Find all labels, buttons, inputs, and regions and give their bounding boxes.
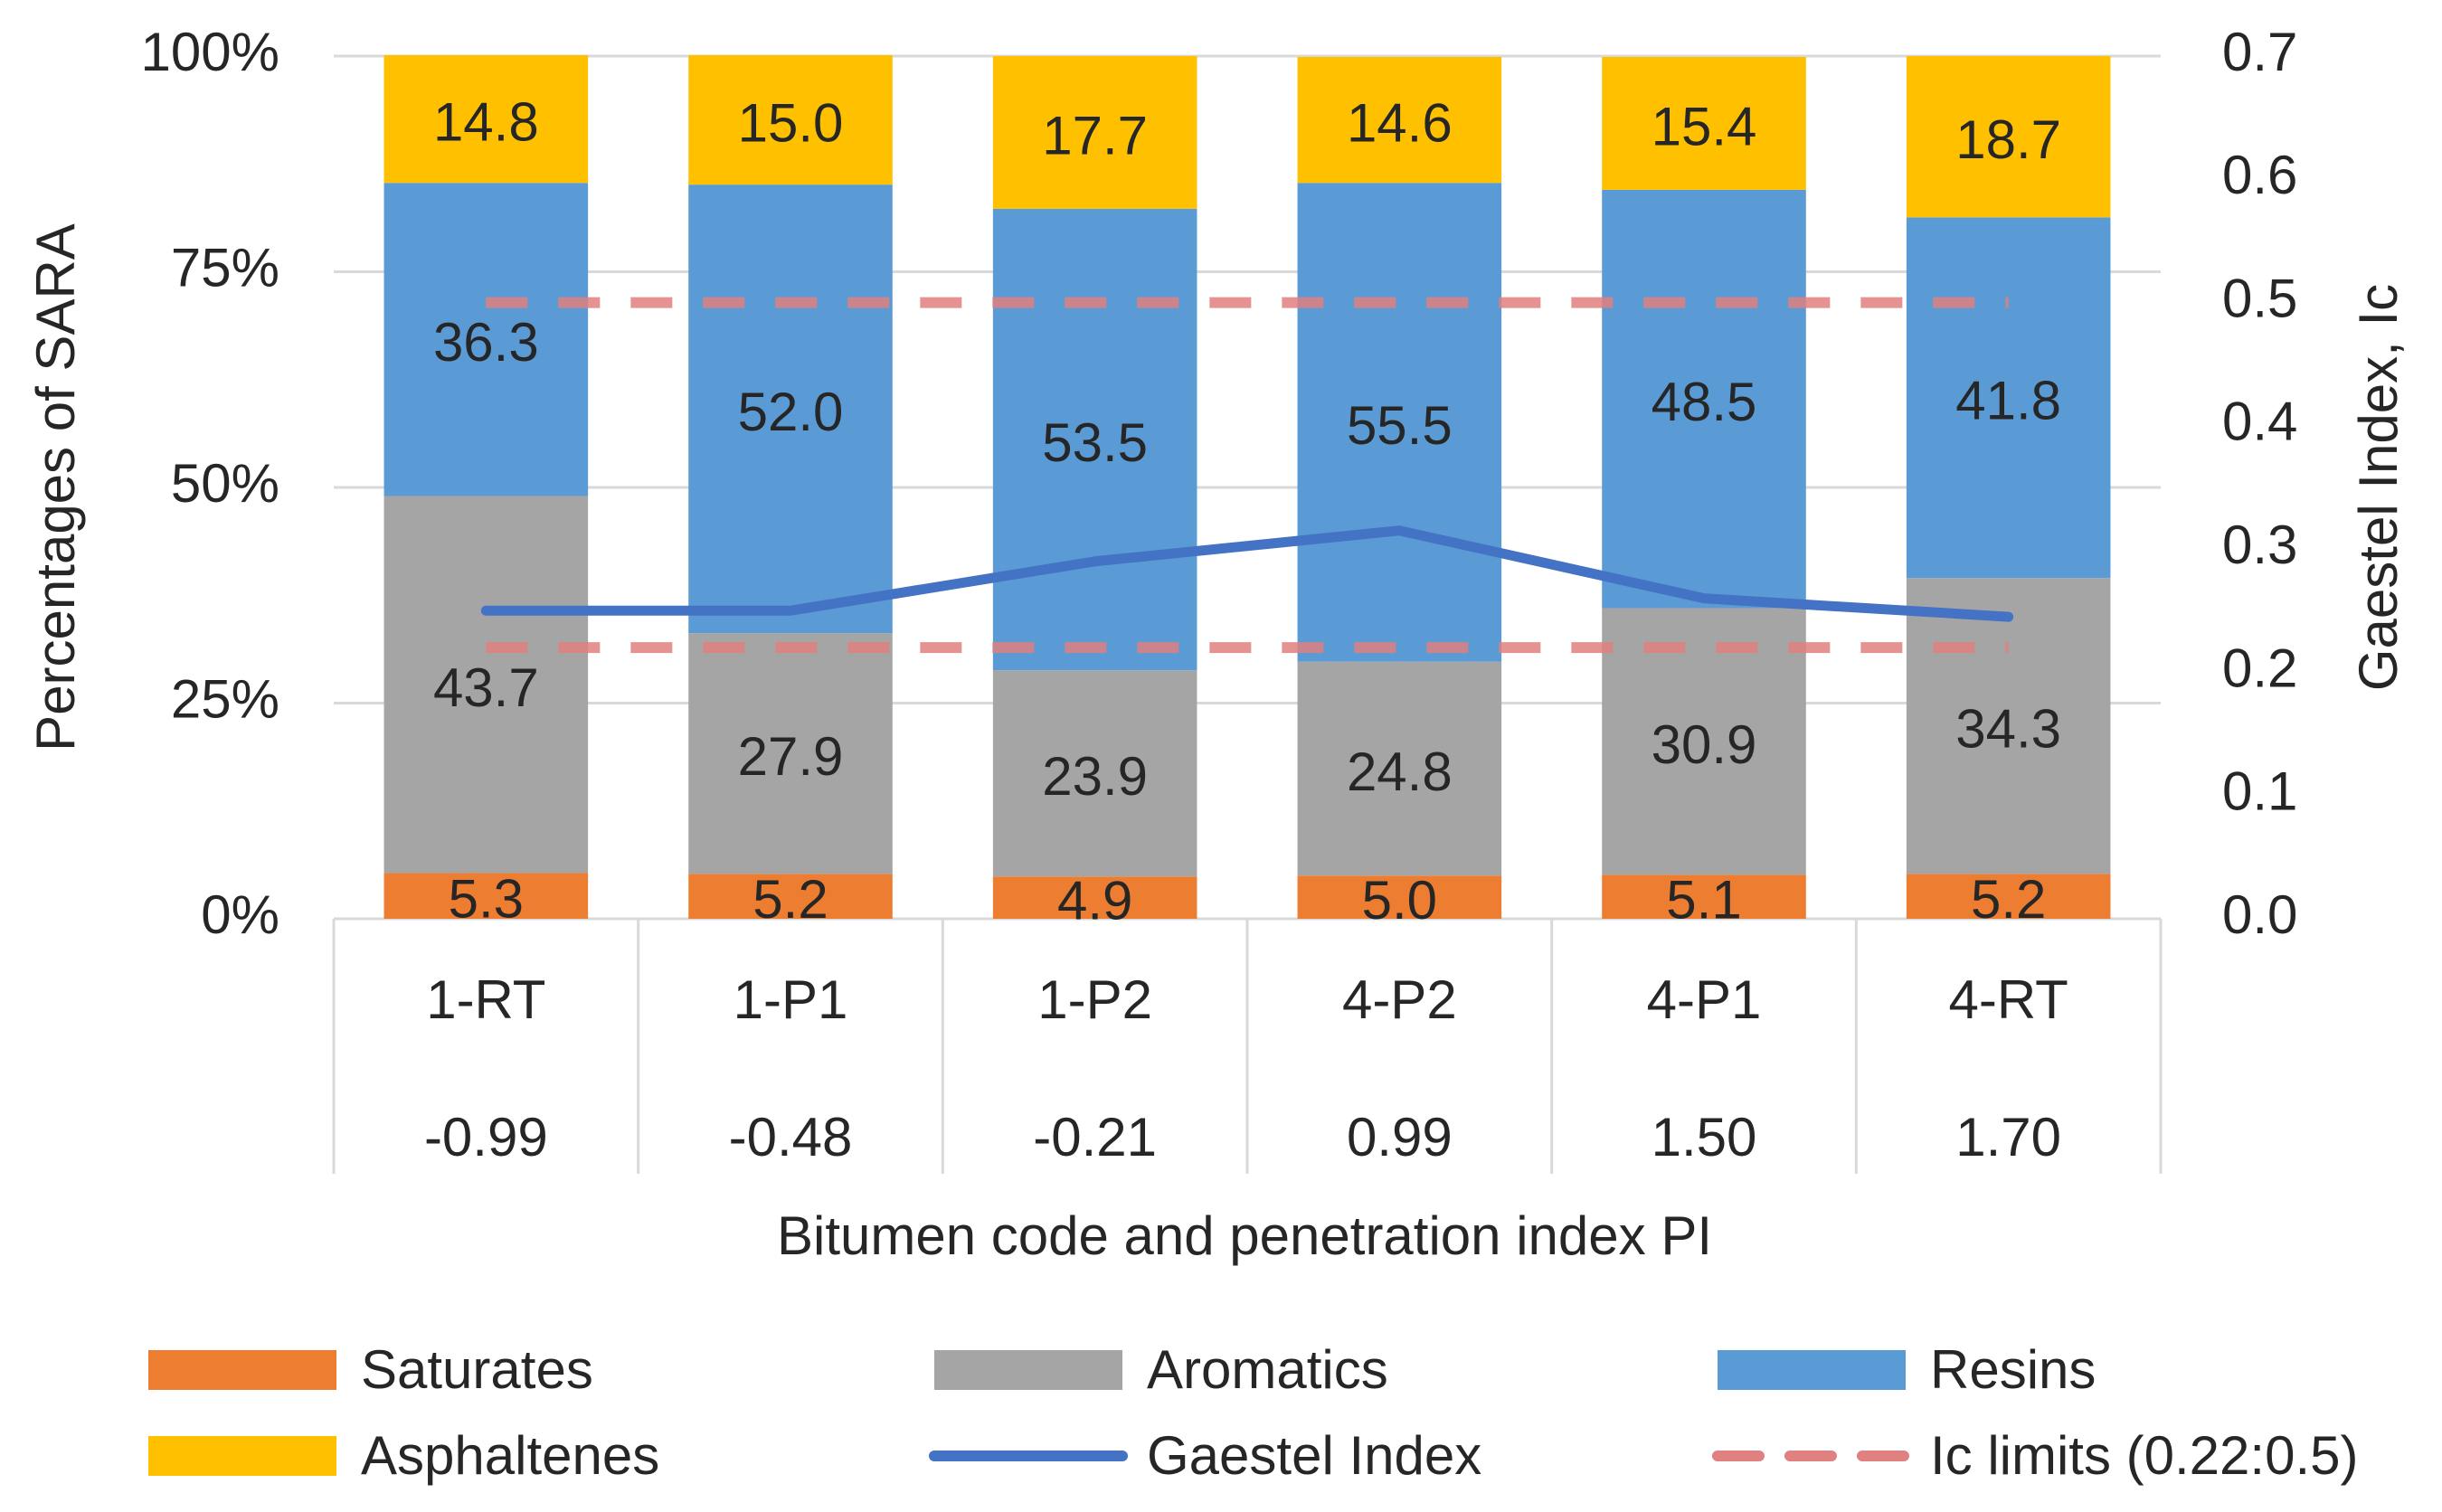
legend-label: Asphaltenes bbox=[361, 1425, 659, 1486]
legend-marker bbox=[148, 1436, 336, 1476]
y2-tick-label: 0.3 bbox=[2222, 515, 2297, 575]
data-label: 15.0 bbox=[738, 92, 844, 153]
data-label: 23.9 bbox=[1042, 746, 1148, 807]
x-tick-label: 4-P2 bbox=[1342, 969, 1457, 1030]
y2-tick-label: 0.6 bbox=[2222, 145, 2297, 205]
y-tick-label: 25% bbox=[171, 668, 279, 729]
y-axis-title: Percentages of SARA bbox=[25, 223, 86, 751]
pi-label: -0.99 bbox=[424, 1107, 548, 1167]
bar-segment bbox=[1602, 608, 1806, 875]
bar-segment bbox=[1906, 578, 2111, 874]
data-label: 4.9 bbox=[1057, 870, 1132, 931]
data-label: 15.4 bbox=[1652, 96, 1757, 156]
y2-tick-label: 0.4 bbox=[2222, 392, 2297, 452]
bar-segment bbox=[1602, 189, 1806, 609]
x-tick-label: 4-RT bbox=[1949, 969, 2068, 1030]
data-label: 17.7 bbox=[1042, 105, 1148, 165]
data-label: 5.2 bbox=[1971, 869, 2046, 930]
data-label: 48.5 bbox=[1652, 372, 1757, 432]
legend-marker bbox=[148, 1350, 336, 1390]
data-label: 34.3 bbox=[1955, 699, 2061, 760]
bar-segment bbox=[383, 183, 589, 496]
y-tick-label: 0% bbox=[201, 884, 279, 945]
x-tick-label: 1-P1 bbox=[734, 969, 848, 1030]
y-tick-label: 50% bbox=[171, 453, 279, 514]
data-label: 5.1 bbox=[1666, 870, 1741, 931]
x-tick-label: 4-P1 bbox=[1647, 969, 1762, 1030]
bar-segment bbox=[1602, 874, 1806, 919]
data-label: 53.5 bbox=[1042, 412, 1148, 473]
data-label: 41.8 bbox=[1955, 371, 2061, 431]
pi-label: 1.50 bbox=[1652, 1107, 1757, 1167]
bar-segment bbox=[383, 873, 589, 919]
y-tick-label: 75% bbox=[171, 237, 279, 298]
data-label: 5.2 bbox=[752, 869, 828, 930]
legend-label: Ic limits (0.22:0.5) bbox=[1930, 1425, 2358, 1486]
bar-segment bbox=[992, 56, 1197, 209]
bar-segment bbox=[1297, 875, 1502, 919]
legend-label: Resins bbox=[1930, 1339, 2096, 1400]
pi-label: 0.99 bbox=[1347, 1107, 1453, 1167]
y-tick-label: 100% bbox=[141, 22, 279, 82]
bar-segment bbox=[1906, 217, 2111, 579]
data-label: 27.9 bbox=[738, 726, 844, 787]
bar-segment bbox=[688, 633, 893, 874]
legend-label: Saturates bbox=[361, 1339, 593, 1400]
x-axis-title: Bitumen code and penetration index PI bbox=[777, 1205, 1712, 1266]
bar-segment bbox=[992, 208, 1197, 671]
bar-segment bbox=[1906, 56, 2111, 218]
data-label: 5.3 bbox=[449, 869, 524, 930]
bar-segment bbox=[992, 876, 1197, 919]
bar-segment bbox=[688, 184, 893, 634]
bar-segment bbox=[383, 55, 589, 184]
legend-marker bbox=[1718, 1350, 1906, 1390]
x-tick-label: 1-RT bbox=[426, 969, 545, 1030]
legend-label: Gaestel Index bbox=[1147, 1425, 1481, 1486]
pi-label: -0.48 bbox=[729, 1107, 853, 1167]
y2-tick-label: 0.0 bbox=[2222, 884, 2297, 945]
bar-segment bbox=[992, 670, 1197, 877]
data-label: 55.5 bbox=[1347, 395, 1453, 456]
data-label: 14.8 bbox=[433, 91, 539, 152]
bar-segment bbox=[688, 874, 893, 919]
y2-tick-label: 0.5 bbox=[2222, 268, 2297, 328]
bar-segment bbox=[1602, 56, 1806, 190]
data-label: 14.6 bbox=[1347, 92, 1453, 153]
bar-segment bbox=[1906, 874, 2111, 919]
bar-segment bbox=[688, 55, 893, 185]
bar-segment bbox=[1297, 661, 1502, 876]
pi-label: 1.70 bbox=[1955, 1107, 2061, 1167]
data-label: 5.0 bbox=[1362, 870, 1437, 931]
y2-tick-label: 0.1 bbox=[2222, 761, 2297, 822]
bar-segment bbox=[1297, 183, 1502, 662]
data-label: 43.7 bbox=[433, 657, 539, 718]
x-tick-label: 1-P2 bbox=[1037, 969, 1152, 1030]
bar-segment bbox=[1297, 56, 1502, 184]
legend-label: Aromatics bbox=[1147, 1339, 1388, 1400]
y2-axis-title: Gaestel Index, Ic bbox=[2348, 284, 2409, 691]
data-label: 30.9 bbox=[1652, 714, 1757, 775]
gaestel-line bbox=[480, 525, 2014, 622]
bar-segment bbox=[383, 496, 589, 874]
y2-tick-label: 0.7 bbox=[2222, 22, 2297, 82]
data-label: 52.0 bbox=[738, 382, 844, 442]
data-label: 36.3 bbox=[433, 312, 539, 373]
legend-marker bbox=[934, 1350, 1122, 1390]
pi-label: -0.21 bbox=[1033, 1107, 1157, 1167]
data-label: 18.7 bbox=[1955, 109, 2061, 170]
data-label: 24.8 bbox=[1347, 742, 1453, 802]
y2-tick-label: 0.2 bbox=[2222, 638, 2297, 698]
